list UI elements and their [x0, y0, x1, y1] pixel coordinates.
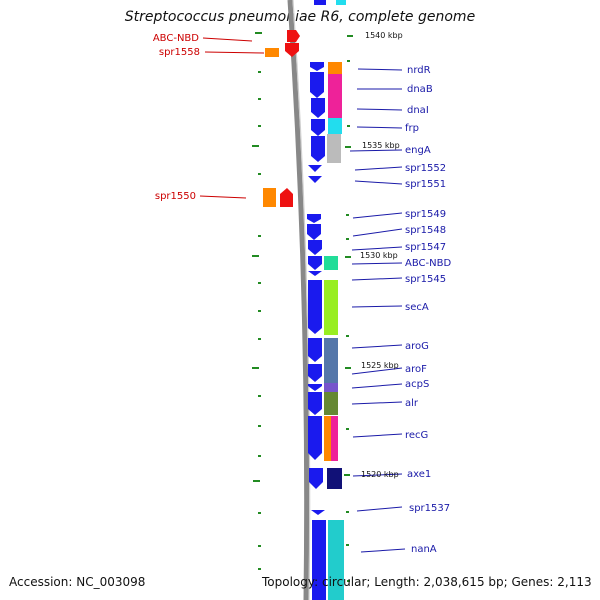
gene-arrow[interactable]	[308, 271, 322, 276]
gene-label[interactable]: dnaB	[407, 84, 433, 95]
gene-arrow[interactable]	[310, 72, 324, 98]
gene-category-block[interactable]	[324, 280, 338, 335]
gene-label[interactable]: nrdR	[407, 65, 431, 76]
gene-label[interactable]: spr1537	[409, 503, 450, 514]
minor-scale-dots	[252, 32, 262, 570]
gene-arrow[interactable]	[308, 392, 322, 415]
gene-category-block[interactable]	[324, 416, 331, 461]
genome-summary: Topology: circular; Length: 2,038,615 bp…	[262, 575, 592, 589]
left-label-lines	[199, 37, 265, 199]
gene-label[interactable]: aroF	[405, 364, 427, 375]
gene-arrow[interactable]	[311, 98, 325, 118]
gene-label[interactable]: recG	[405, 430, 428, 441]
gene-arrow[interactable]	[308, 165, 322, 172]
gene-label[interactable]: acpS	[405, 379, 429, 390]
gene-label[interactable]: dnaI	[407, 105, 429, 116]
accession-label: Accession: NC_003098	[9, 575, 146, 589]
gene-label[interactable]: spr1549	[405, 209, 446, 220]
gene-arrow[interactable]	[263, 188, 276, 207]
gene-arrow[interactable]	[308, 338, 322, 362]
kbp-label: 1540 kbp	[365, 31, 403, 40]
gene-arrow[interactable]	[314, 0, 326, 5]
chromosome-backbone	[287, 0, 310, 600]
gene-category-block[interactable]	[328, 62, 342, 74]
kbp-label: 1530 kbp	[360, 251, 398, 260]
gene-arrow[interactable]	[308, 384, 322, 391]
left-gene-labels: ABC-NBD spr1558 spr1550	[153, 33, 200, 202]
gene-label[interactable]: spr1551	[405, 179, 446, 190]
gene-category-block[interactable]	[327, 468, 342, 489]
gene-arrow[interactable]	[308, 280, 322, 334]
kbp-label: 1520 kbp	[361, 470, 399, 479]
gene-arrow[interactable]	[311, 119, 325, 136]
gene-category-block[interactable]	[328, 520, 344, 600]
right-label-lines	[349, 68, 406, 553]
gene-label[interactable]: spr1545	[405, 274, 446, 285]
gene-arrow[interactable]	[309, 468, 323, 489]
gene-arrow[interactable]	[310, 62, 324, 71]
gene-arrow[interactable]	[308, 176, 322, 183]
gene-arrow[interactable]	[312, 520, 326, 600]
gene-category-blocks	[324, 62, 344, 600]
gene-arrow[interactable]	[308, 256, 322, 270]
genome-title: Streptococcus pneumoniae R6, complete ge…	[124, 9, 476, 25]
gene-label[interactable]: secA	[405, 302, 429, 313]
gene-category-block[interactable]	[328, 74, 342, 118]
gene-arrow[interactable]	[285, 43, 299, 57]
gene-label[interactable]: axe1	[407, 469, 431, 480]
major-scale-dots	[344, 35, 353, 582]
gene-arrows	[307, 62, 326, 600]
gene-category-block[interactable]	[327, 134, 341, 163]
gene-arrow[interactable]	[311, 136, 325, 162]
gene-category-block[interactable]	[328, 118, 342, 134]
gene-arrow[interactable]	[308, 416, 322, 460]
gene-category-block[interactable]	[324, 392, 338, 415]
left-strand-genes	[263, 30, 300, 207]
kbp-label: 1535 kbp	[362, 141, 400, 150]
gene-arrow[interactable]	[265, 48, 279, 57]
gene-arrow[interactable]	[307, 214, 321, 223]
gene-category-block[interactable]	[336, 0, 346, 5]
gene-label[interactable]: spr1548	[405, 225, 446, 236]
gene-arrow[interactable]	[287, 30, 300, 42]
gene-label[interactable]: frp	[405, 123, 419, 134]
gene-label[interactable]: nanA	[411, 544, 437, 555]
gene-label[interactable]: alr	[405, 398, 419, 409]
gene-label[interactable]: ABC-NBD	[153, 33, 199, 44]
gene-label[interactable]: ABC-NBD	[405, 258, 451, 269]
gene-arrow[interactable]	[280, 188, 293, 207]
gene-category-block[interactable]	[324, 338, 338, 383]
gene-arrow[interactable]	[307, 224, 321, 240]
gene-arrow[interactable]	[308, 364, 322, 382]
gene-label[interactable]: spr1558	[159, 47, 200, 58]
scale-labels: 1540 kbp 1535 kbp 1530 kbp 1525 kbp 1520…	[360, 31, 403, 479]
right-gene-labels: nrdR dnaB dnaI frp engA spr1552 spr1551 …	[405, 65, 451, 555]
gene-label[interactable]: spr1552	[405, 163, 446, 174]
gene-label[interactable]: aroG	[405, 341, 429, 352]
gene-arrow[interactable]	[311, 510, 325, 515]
gene-category-block[interactable]	[331, 416, 338, 461]
gene-category-block[interactable]	[324, 383, 338, 392]
gene-label[interactable]: spr1547	[405, 242, 446, 253]
gene-category-block[interactable]	[324, 256, 338, 270]
gene-label[interactable]: spr1550	[155, 191, 196, 202]
kbp-label: 1525 kbp	[361, 361, 399, 370]
gene-arrow[interactable]	[308, 240, 322, 255]
gene-label[interactable]: engA	[405, 145, 431, 156]
backbone-shadow	[292, 0, 311, 600]
